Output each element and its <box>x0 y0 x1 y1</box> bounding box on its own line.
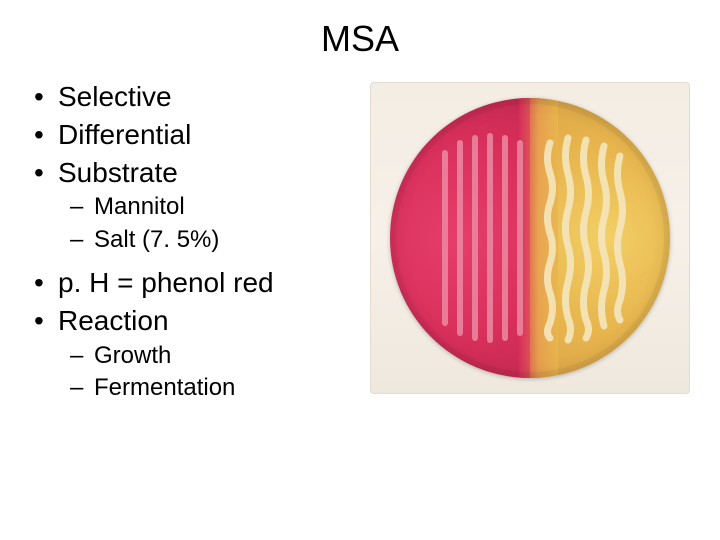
bullet-ph: p. H = phenol red <box>30 264 370 302</box>
petri-dish-photo <box>370 82 690 394</box>
bullet-differential: Differential <box>30 116 370 154</box>
image-column <box>370 78 690 405</box>
dish-rim <box>390 98 670 378</box>
bullet-reaction: Reaction <box>30 302 370 340</box>
bullet-fermentation: Fermentation <box>30 372 370 404</box>
content-row: Selective Differential Substrate Mannito… <box>0 60 720 405</box>
bullet-mannitol: Mannitol <box>30 191 370 223</box>
petri-dish <box>390 98 670 378</box>
bullet-list: Selective Differential Substrate Mannito… <box>30 78 370 405</box>
bullet-salt: Salt (7. 5%) <box>30 224 370 256</box>
bullet-selective: Selective <box>30 78 370 116</box>
page-title: MSA <box>0 0 720 60</box>
bullet-growth: Growth <box>30 340 370 372</box>
bullet-substrate: Substrate <box>30 154 370 192</box>
